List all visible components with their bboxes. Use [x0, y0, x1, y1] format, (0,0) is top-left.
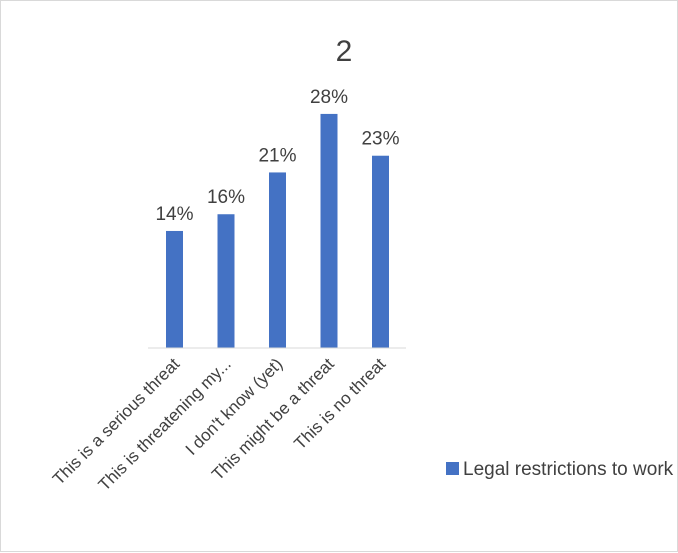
legend-label: Legal restrictions to work [463, 459, 674, 480]
data-label: 28% [310, 87, 348, 108]
legend-swatch [446, 462, 459, 475]
bar [320, 113, 338, 348]
legend: Legal restrictions to work [446, 457, 676, 483]
data-label: 16% [207, 187, 245, 208]
data-label-group: 14% 16% 21% 28% 23% [155, 87, 399, 225]
bar-group [166, 113, 389, 348]
category-tick-label: This is no threat [290, 354, 389, 453]
category-tick-label: I don't know (yet) [182, 354, 287, 459]
data-label: 14% [155, 204, 193, 225]
chart-title: 2 [336, 35, 353, 68]
bar [166, 230, 183, 348]
data-label: 21% [258, 145, 296, 166]
data-label: 23% [361, 129, 399, 150]
bar [372, 155, 389, 348]
bar [217, 214, 235, 348]
bar [269, 172, 286, 348]
